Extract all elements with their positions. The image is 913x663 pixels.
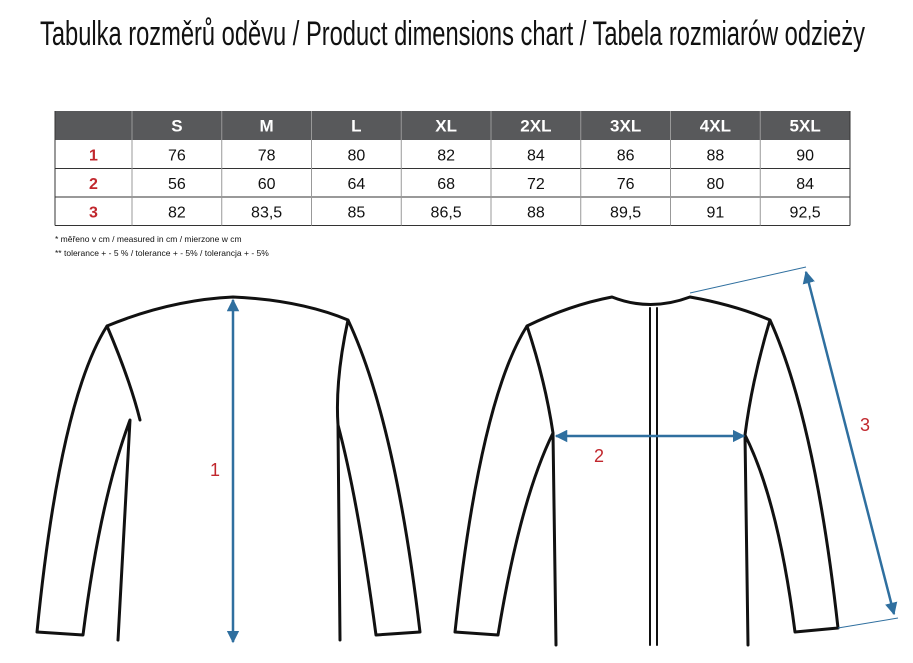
note: * měřeno v cm / measured in cm / mierzon… xyxy=(55,234,242,244)
table-cell: 76 xyxy=(617,176,635,193)
table-cell: 72 xyxy=(527,176,545,193)
header-cell: 2XL xyxy=(520,117,551,136)
table-cell: 91 xyxy=(706,204,724,221)
table-cell: 88 xyxy=(527,204,545,221)
size-table: S M L XL 2XL 3XL 4XL 5XL 1 76 78 80 82 84 86 88 90 2 56 60 6… xyxy=(54,111,851,226)
table-cell: 88 xyxy=(706,147,724,164)
table-cell: 68 xyxy=(437,176,455,193)
table-cell: 89,5 xyxy=(610,204,641,221)
table-cell: 78 xyxy=(258,147,276,164)
table-cell: 86 xyxy=(617,147,635,164)
table-cell: 90 xyxy=(796,147,814,164)
row-label: 2 xyxy=(89,176,98,193)
header-cell: 4XL xyxy=(700,117,731,136)
table-cell: 83,5 xyxy=(251,204,282,221)
table-cell: 60 xyxy=(258,176,276,193)
measure-label: 1 xyxy=(210,460,220,480)
table-cell: 76 xyxy=(168,147,186,164)
jacket-front: 2 3 xyxy=(453,266,899,647)
header-cell: 3XL xyxy=(610,117,641,136)
table-cell: 84 xyxy=(796,176,814,193)
table-cell: 82 xyxy=(168,204,186,221)
table-cell: 82 xyxy=(437,147,455,164)
note: ** tolerance + - 5 % / tolerance + - 5% … xyxy=(55,248,269,258)
table-cell: 80 xyxy=(706,176,724,193)
table-cell: 56 xyxy=(168,176,186,193)
row-label: 1 xyxy=(89,147,98,164)
table-cell: 64 xyxy=(347,176,365,193)
table-cell: 85 xyxy=(347,204,365,221)
title: Tabulka rozměrů oděvu / Product dimensio… xyxy=(40,15,865,53)
table-cell: 84 xyxy=(527,147,545,164)
measure-label: 3 xyxy=(860,415,870,435)
header-row xyxy=(55,111,850,140)
measure-label: 2 xyxy=(594,446,604,466)
table-cell: 92,5 xyxy=(790,204,821,221)
table-cell: 86,5 xyxy=(431,204,462,221)
header-cell: S xyxy=(171,117,182,136)
row-label: 3 xyxy=(89,204,98,221)
header-cell: XL xyxy=(435,117,457,136)
header-cell: M xyxy=(260,117,274,136)
jacket-back: 1 xyxy=(35,295,422,644)
header-cell: 5XL xyxy=(790,117,821,136)
header-cell: L xyxy=(351,117,361,136)
table-cell: 80 xyxy=(347,147,365,164)
measure-arrow xyxy=(802,270,898,616)
